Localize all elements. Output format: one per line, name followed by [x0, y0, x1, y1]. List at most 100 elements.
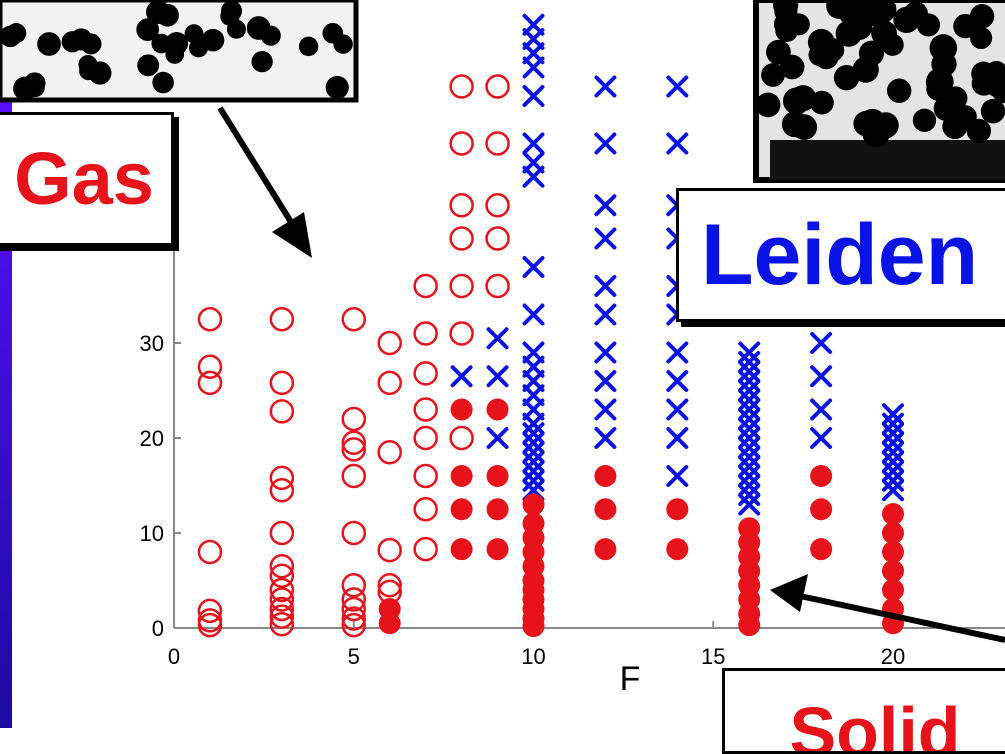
data-point-x [594, 227, 617, 250]
data-point-filled-circle [486, 465, 509, 487]
gas-arrow [217, 106, 312, 258]
data-point-x [882, 441, 904, 464]
y-axis: 0 10 20 30 [140, 245, 181, 641]
data-point-x [738, 417, 761, 440]
data-point-open-circle [341, 307, 366, 332]
data-point-x [522, 431, 545, 454]
data-point-filled-circle [882, 541, 904, 563]
data-point-open-circle [269, 587, 295, 612]
data-point-x [882, 412, 904, 435]
data-point-x [882, 460, 904, 483]
data-point-open-circle [341, 406, 366, 432]
data-point-x [522, 450, 545, 473]
data-point-filled-circle [378, 612, 401, 635]
data-point-open-circle [269, 563, 295, 588]
particle-dot [782, 87, 811, 115]
data-point-x [522, 303, 545, 326]
particle-dot [156, 3, 179, 27]
data-point-x [486, 365, 509, 388]
series-layer [197, 13, 904, 638]
data-point-filled-circle [882, 560, 904, 582]
x-axis-label: F [620, 660, 641, 698]
gas-inset-image [0, 0, 359, 103]
data-point-filled-circle [450, 465, 473, 487]
data-point-x [810, 398, 833, 421]
data-point-filled-circle [522, 615, 545, 638]
data-point-x [738, 465, 761, 487]
particle-dot [980, 98, 1005, 124]
data-point-x [810, 427, 833, 449]
leiden-inset-image [753, 0, 1005, 183]
data-point-x [738, 484, 761, 506]
data-point-x [738, 379, 761, 402]
particle-dot [88, 61, 112, 85]
data-point-filled-circle [450, 398, 473, 421]
data-point-filled-circle [486, 398, 509, 421]
data-point-x [738, 398, 761, 421]
data-point-x [738, 341, 761, 364]
particle-dot [925, 68, 954, 96]
data-point-x [594, 132, 617, 155]
data-point-open-circle [413, 397, 438, 422]
data-point-open-circle [377, 330, 402, 356]
y-tick-label: 20 [140, 426, 164, 451]
data-point-x [666, 427, 689, 449]
data-point-open-circle [341, 606, 366, 631]
data-point-x [738, 474, 761, 497]
data-point-x [450, 365, 473, 388]
data-point-open-circle [341, 463, 366, 489]
particle-dot [943, 86, 968, 111]
particle-dot [298, 36, 319, 57]
particle-dot [70, 28, 93, 51]
data-point-open-circle [269, 604, 295, 629]
particle-dot [184, 24, 204, 44]
data-point-filled-circle [486, 498, 509, 521]
data-point-open-circle [377, 440, 402, 465]
data-point-open-circle [485, 131, 510, 156]
data-point-x [738, 408, 761, 430]
particle-dot [251, 50, 273, 73]
data-point-x [738, 455, 761, 478]
y-tick-label: 0 [152, 616, 164, 641]
particle-dot [871, 20, 897, 47]
data-point-open-circle [341, 596, 366, 622]
data-point-x [594, 75, 617, 98]
particle-dot [833, 64, 860, 91]
data-point-x [594, 194, 617, 217]
x-tick-label: 20 [881, 644, 905, 669]
particle-dot [916, 13, 941, 37]
y-tick-label: 30 [140, 331, 164, 356]
solid-label: Solid [789, 693, 961, 754]
data-point-x [594, 303, 617, 326]
data-point-x [522, 56, 545, 79]
data-point-x [810, 332, 833, 354]
particle-dot [912, 108, 937, 132]
leiden-label-box: Leiden [676, 188, 1005, 322]
data-point-x [666, 341, 689, 364]
particle-dot [966, 118, 991, 144]
particle-dot [834, 0, 857, 17]
data-point-filled-circle [738, 614, 761, 637]
particle-dot [152, 71, 174, 94]
data-point-open-circle [341, 430, 366, 455]
data-point-x [522, 256, 545, 278]
particle-dot [820, 37, 845, 62]
particle-dot [165, 31, 189, 56]
data-point-open-circle [377, 537, 402, 563]
series-leiden [450, 13, 904, 516]
data-point-open-circle [449, 321, 474, 346]
particle-dot [853, 110, 879, 137]
particle-dot [775, 19, 799, 43]
data-point-open-circle [449, 425, 474, 451]
data-point-x [594, 427, 617, 449]
data-point-x [738, 370, 761, 392]
leiden-label: Leiden [701, 207, 979, 303]
data-point-x [666, 132, 689, 155]
particle-dot [25, 77, 45, 98]
data-point-x [594, 275, 617, 297]
data-point-open-circle [269, 596, 295, 622]
particle-dot [791, 114, 818, 141]
data-point-open-circle [269, 370, 295, 396]
data-point-open-circle [449, 131, 474, 156]
data-point-x [882, 450, 904, 473]
